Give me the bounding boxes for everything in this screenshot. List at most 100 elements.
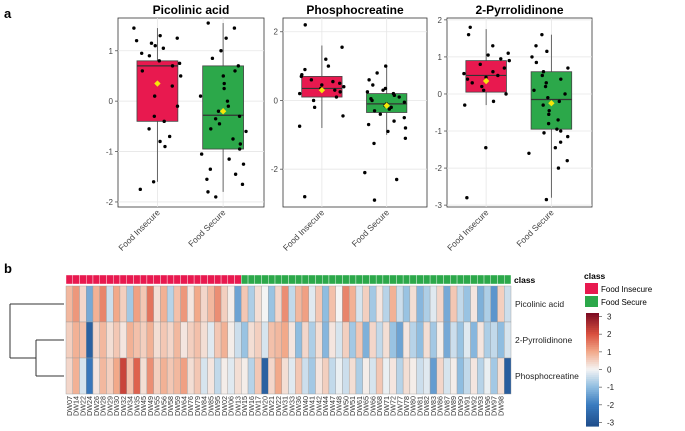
class-cell-food-secure (396, 274, 404, 285)
heat-cell (146, 321, 154, 359)
colorbar-segment (586, 422, 599, 425)
heat-cell (342, 321, 350, 359)
data-point (546, 95, 550, 100)
colorbar-segment (586, 401, 599, 404)
data-point (502, 66, 507, 70)
colorbar-segment (586, 403, 599, 406)
class-cell-food-secure (456, 274, 465, 285)
colorbar-tick-label: 2 (607, 330, 612, 339)
data-point (227, 157, 231, 161)
data-point (334, 95, 339, 99)
colorbar-segment (586, 335, 599, 339)
heat-cell (402, 357, 411, 395)
colorbar-segment (586, 324, 599, 327)
data-point (372, 109, 377, 113)
data-point (397, 95, 401, 99)
data-point (206, 190, 210, 194)
heat-cell (490, 321, 498, 359)
data-point (499, 57, 503, 61)
class-cell-food-secure (369, 274, 377, 285)
heat-cell (187, 357, 195, 395)
y-tick-label: -1 (106, 148, 114, 157)
column-label: DW49 (146, 396, 155, 416)
heat-cell (348, 357, 357, 395)
data-point (545, 49, 549, 54)
data-point (178, 74, 183, 78)
heat-cell (79, 357, 87, 395)
data-point (147, 127, 151, 131)
column-label: DW51 (348, 396, 357, 416)
data-point (540, 32, 544, 37)
heat-cell (301, 321, 309, 359)
class-cell-food-secure (450, 274, 458, 285)
data-point (216, 109, 221, 113)
box-food-secure (198, 21, 248, 199)
data-point (480, 84, 484, 89)
box-iqr (202, 65, 244, 150)
class-cell-food-secure (463, 274, 471, 285)
column-label: DW41 (308, 396, 317, 416)
heat-cell (281, 357, 289, 395)
heat-cell (99, 285, 107, 323)
colorbar-segment (586, 375, 599, 378)
heat-cell (409, 321, 417, 359)
data-point (162, 119, 166, 124)
colorbar-segment (586, 331, 599, 335)
heat-cell (288, 321, 296, 359)
colorbar-segment (586, 397, 599, 401)
heat-cell (153, 357, 161, 395)
data-point (170, 64, 175, 68)
class-cell-food-secure (429, 274, 438, 285)
heat-cell (335, 357, 343, 395)
class-cell-food-secure (470, 274, 478, 285)
colorbar-segment (586, 343, 599, 346)
class-cell-food-insecure (126, 274, 134, 285)
heat-cell (86, 321, 94, 359)
data-point (206, 21, 210, 25)
data-point (208, 167, 213, 171)
heat-cell (483, 321, 491, 359)
heat-cell (274, 321, 282, 359)
data-point (298, 91, 302, 96)
heat-cell (106, 321, 114, 359)
colorbar-segment (586, 322, 599, 325)
facet-phosphocreatine: Phosphocreatine -2 0 2 Food Insecure Food Sec… (271, 3, 428, 253)
heat-cell (288, 357, 296, 395)
colorbar-segment (586, 365, 599, 369)
heat-cell (477, 321, 485, 359)
class-cell-food-secure (497, 274, 505, 285)
column-label: DW07 (65, 396, 74, 416)
heat-cell (193, 357, 202, 395)
data-point (161, 46, 166, 50)
y-tick-label: 0 (109, 97, 114, 106)
y-tick-label: 1 (438, 53, 443, 62)
heat-cell (322, 285, 330, 323)
column-label: DW92 (469, 396, 478, 416)
data-point (375, 71, 379, 75)
heat-cell (477, 357, 485, 395)
heat-cell (328, 321, 336, 359)
data-point (463, 103, 467, 107)
column-label: DW45 (139, 396, 148, 416)
heat-cell (119, 321, 127, 359)
heat-cell (456, 285, 465, 323)
heat-cell (180, 285, 188, 323)
heat-cell (315, 321, 323, 359)
colorbar-segment (586, 393, 599, 397)
heat-cell (315, 285, 323, 323)
heat-cell (348, 321, 357, 359)
heat-cell (463, 285, 471, 323)
heat-cell (423, 357, 431, 395)
heat-cell (450, 321, 458, 359)
class-cell-food-secure (382, 274, 390, 285)
heat-cell (214, 357, 222, 395)
box-iqr (301, 76, 343, 98)
column-label: DW16 (247, 396, 256, 416)
class-cell-food-insecure (166, 274, 175, 285)
facet-title: Phosphocreatine (306, 3, 404, 17)
class-cell-food-insecure (106, 274, 114, 285)
box-food-insecure (297, 23, 346, 199)
data-point (565, 158, 569, 163)
data-point (312, 105, 317, 110)
